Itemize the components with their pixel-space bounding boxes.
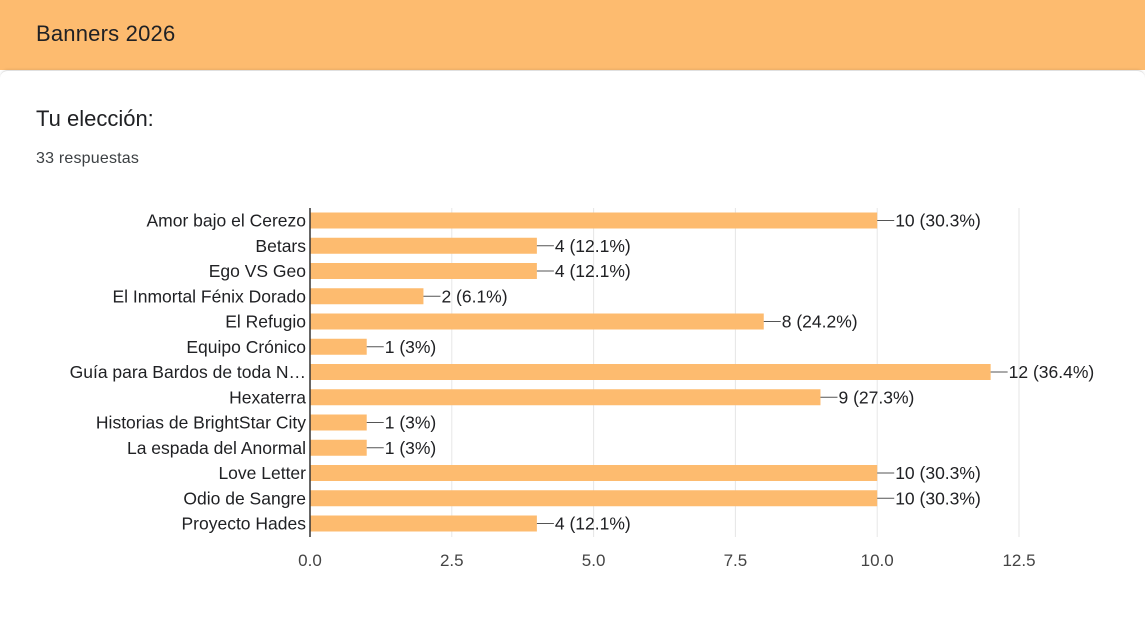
category-label: Historias de BrightStar City — [96, 413, 306, 433]
bar — [310, 490, 878, 507]
bar — [310, 364, 991, 380]
bar — [310, 338, 367, 355]
data-label: 1 (3%) — [385, 337, 437, 357]
category-label: Equipo Crónico — [186, 337, 306, 357]
category-label: El Refugio — [225, 312, 306, 332]
category-label: Proyecto Hades — [181, 514, 306, 534]
data-label: 4 (12.1%) — [555, 236, 631, 256]
data-label: 8 (24.2%) — [782, 312, 858, 332]
data-label: 10 (30.3%) — [895, 488, 981, 508]
x-tick-label: 10.0 — [861, 551, 894, 570]
data-label: 2 (6.1%) — [441, 286, 507, 306]
data-label: 12 (36.4%) — [1009, 362, 1095, 382]
data-label: 9 (27.3%) — [838, 387, 914, 407]
bar — [310, 439, 367, 456]
data-label: 10 (30.3%) — [895, 211, 981, 231]
data-label: 4 (12.1%) — [555, 514, 631, 534]
data-label: 10 (30.3%) — [895, 463, 981, 483]
bar — [310, 212, 878, 229]
category-label: Ego VS Geo — [209, 261, 306, 281]
bar — [310, 237, 537, 254]
bar — [310, 288, 424, 305]
question-card — [0, 70, 1145, 630]
question-title: Tu elección: — [36, 106, 154, 131]
category-label: Guía para Bardos de toda N… — [70, 362, 306, 382]
form-header: Banners 2026 — [0, 0, 1145, 70]
category-label: Amor bajo el Cerezo — [146, 211, 306, 231]
category-label: Odio de Sangre — [183, 488, 306, 508]
x-tick-label: 2.5 — [440, 551, 464, 570]
x-tick-label: 7.5 — [724, 551, 748, 570]
form-title: Banners 2026 — [36, 21, 176, 46]
category-label: Betars — [255, 236, 306, 256]
bar — [310, 263, 537, 279]
data-label: 1 (3%) — [385, 438, 437, 458]
bar — [310, 414, 367, 431]
data-label: 1 (3%) — [385, 413, 437, 433]
bar — [310, 465, 878, 481]
category-label: Love Letter — [218, 463, 306, 483]
category-label: El Inmortal Fénix Dorado — [112, 286, 306, 306]
data-label: 4 (12.1%) — [555, 261, 631, 281]
bar — [310, 515, 537, 532]
x-tick-label: 12.5 — [1002, 551, 1035, 570]
bar — [310, 389, 821, 406]
x-tick-label: 0.0 — [298, 551, 322, 570]
x-tick-label: 5.0 — [582, 551, 606, 570]
response-count: 33 respuestas — [36, 150, 140, 167]
bar — [310, 313, 764, 330]
category-label: La espada del Anormal — [127, 438, 306, 458]
category-label: Hexaterra — [229, 387, 306, 407]
